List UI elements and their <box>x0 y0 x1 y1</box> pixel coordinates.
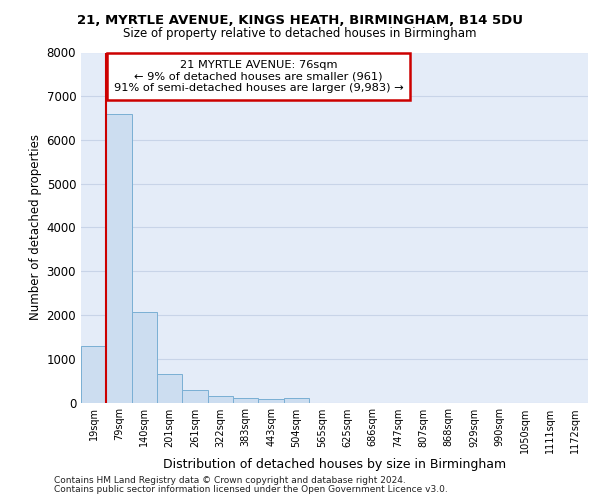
Text: Contains HM Land Registry data © Crown copyright and database right 2024.: Contains HM Land Registry data © Crown c… <box>54 476 406 485</box>
Y-axis label: Number of detached properties: Number of detached properties <box>29 134 43 320</box>
Bar <box>208 396 233 402</box>
Bar <box>81 346 106 403</box>
Text: 21 MYRTLE AVENUE: 76sqm
← 9% of detached houses are smaller (961)
91% of semi-de: 21 MYRTLE AVENUE: 76sqm ← 9% of detached… <box>113 60 403 92</box>
Bar <box>182 390 208 402</box>
Bar <box>132 312 157 402</box>
Text: 21, MYRTLE AVENUE, KINGS HEATH, BIRMINGHAM, B14 5DU: 21, MYRTLE AVENUE, KINGS HEATH, BIRMINGH… <box>77 14 523 27</box>
Bar <box>284 398 309 402</box>
Bar <box>259 400 284 402</box>
Text: Contains public sector information licensed under the Open Government Licence v3: Contains public sector information licen… <box>54 485 448 494</box>
X-axis label: Distribution of detached houses by size in Birmingham: Distribution of detached houses by size … <box>163 458 506 471</box>
Text: Size of property relative to detached houses in Birmingham: Size of property relative to detached ho… <box>123 28 477 40</box>
Bar <box>106 114 132 403</box>
Bar <box>157 374 182 402</box>
Bar <box>233 398 259 402</box>
